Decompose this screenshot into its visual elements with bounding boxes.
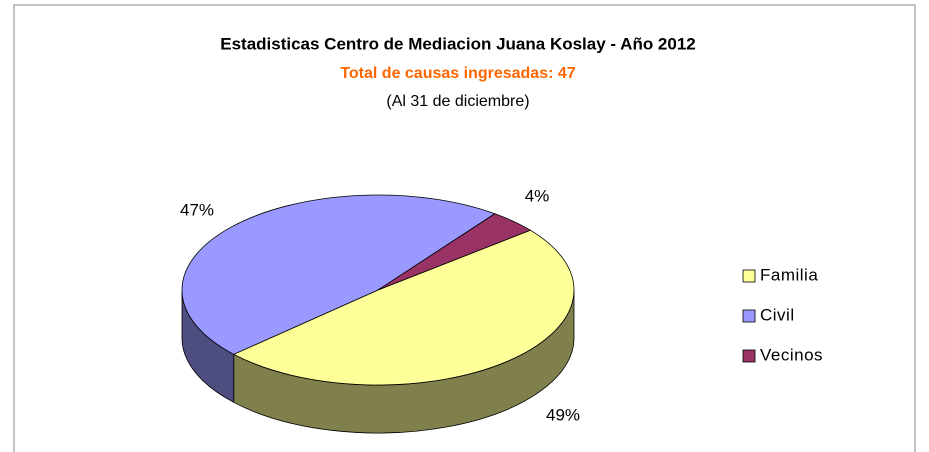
chart-frame — [13, 4, 916, 452]
chart-title: Estadisticas Centro de Mediacion Juana K… — [220, 34, 696, 53]
legend-swatch — [742, 349, 756, 363]
pie-slice — [232, 229, 575, 386]
chart-note: (Al 31 de diciembre) — [386, 93, 529, 110]
data-label: 47% — [180, 200, 214, 219]
pie-slice — [377, 213, 532, 291]
legend-label: Civil — [760, 305, 795, 324]
legend-swatch — [742, 309, 756, 323]
legend-label: Vecinos — [760, 345, 823, 364]
chart-subtitle: Total de causas ingresadas: 47 — [340, 65, 575, 82]
legend-swatch — [742, 269, 756, 283]
legend-label: Familia — [760, 265, 818, 284]
data-label: 49% — [546, 405, 580, 424]
pie-slice — [181, 194, 496, 355]
data-label: 4% — [525, 186, 550, 205]
